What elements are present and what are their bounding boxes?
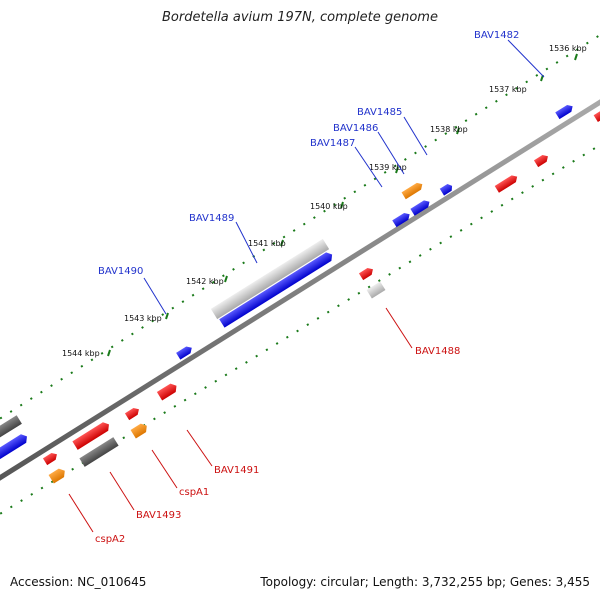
gene-BAV1488[interactable] [358,266,375,281]
gene-BAV1491[interactable] [156,381,179,401]
map-title: Bordetella avium 197N, complete genome [162,10,438,25]
kbp-label: 1537 kbp [489,85,527,94]
leader-line [377,131,405,175]
gene-gray-1488[interactable] [366,281,386,299]
gene-label-BAV1493[interactable]: BAV1493 [136,510,181,521]
major-tick [224,275,228,283]
leader-line [109,471,135,511]
kbp-label: 1543 kbp [124,314,162,323]
gene-red-a[interactable] [494,173,520,193]
gene-label-BAV1488[interactable]: BAV1488 [415,346,460,357]
kbp-label: 1542 kbp [186,277,224,286]
gene-BAV1486[interactable] [410,198,431,216]
accession-text: Accession: NC_010645 [10,575,147,589]
gene-red-edge[interactable] [593,109,600,123]
gene-left-blue[interactable] [0,432,30,462]
gene-label-BAV1490[interactable]: BAV1490 [98,266,143,277]
gene-red-c[interactable] [42,451,59,466]
leader-line [235,221,258,264]
leader-line [143,277,167,315]
gene-BAV1482[interactable] [555,103,575,120]
kbp-label: 1536 kbp [549,44,587,53]
kbp-label: 1539 kbp [369,163,407,172]
gene-label-BAV1491[interactable]: BAV1491 [214,465,259,476]
gene-label-cspA1[interactable]: cspA1 [179,487,209,498]
gene-BAV1489[interactable] [219,250,335,328]
gene-cspA2[interactable] [48,467,68,484]
gene-label-BAV1482[interactable]: BAV1482 [474,30,519,41]
gene-label-BAV1486[interactable]: BAV1486 [333,123,378,134]
gene-BAV1487[interactable] [392,211,412,228]
gene-cspA1[interactable] [130,422,150,439]
gene-BAV1485[interactable] [439,182,454,196]
gene-pseudo-1489[interactable] [210,238,330,320]
leader-line [151,449,178,489]
gene-label-cspA2[interactable]: cspA2 [95,534,125,545]
kbp-label: 1538 kbp [430,125,468,134]
outer-tick-ring [0,34,600,420]
gene-cspA1-red[interactable] [124,406,141,421]
gene-orange-1485[interactable] [401,181,425,200]
major-tick [165,312,169,320]
leader-line [507,39,545,78]
major-tick [456,127,460,135]
kbp-label: 1541 kbp [248,239,286,248]
leader-line [186,429,213,467]
kbp-label: 1544 kbp [62,349,100,358]
inner-tick-ring [0,144,600,516]
gene-BAV1493-red[interactable] [72,420,111,450]
leader-line [354,146,383,188]
major-tick [395,166,399,174]
gene-red-b[interactable] [533,153,550,168]
kbp-label: 1540 kbp [310,202,348,211]
genome-backbone [0,99,600,481]
gene-label-BAV1489[interactable]: BAV1489 [189,213,234,224]
gene-label-BAV1485[interactable]: BAV1485 [357,107,402,118]
major-tick [340,201,344,209]
leader-line [68,493,94,533]
major-tick [574,53,578,61]
major-tick [107,349,111,357]
leader-line [385,307,413,349]
gene-BAV1493[interactable] [79,437,119,467]
gene-label-BAV1487[interactable]: BAV1487 [310,138,355,149]
gene-left-gray[interactable] [0,415,22,443]
gene-BAV1490[interactable] [176,344,194,360]
leader-line [403,116,428,156]
major-tick [280,239,284,247]
topology-text: Topology: circular; Length: 3,732,255 bp… [260,575,590,589]
